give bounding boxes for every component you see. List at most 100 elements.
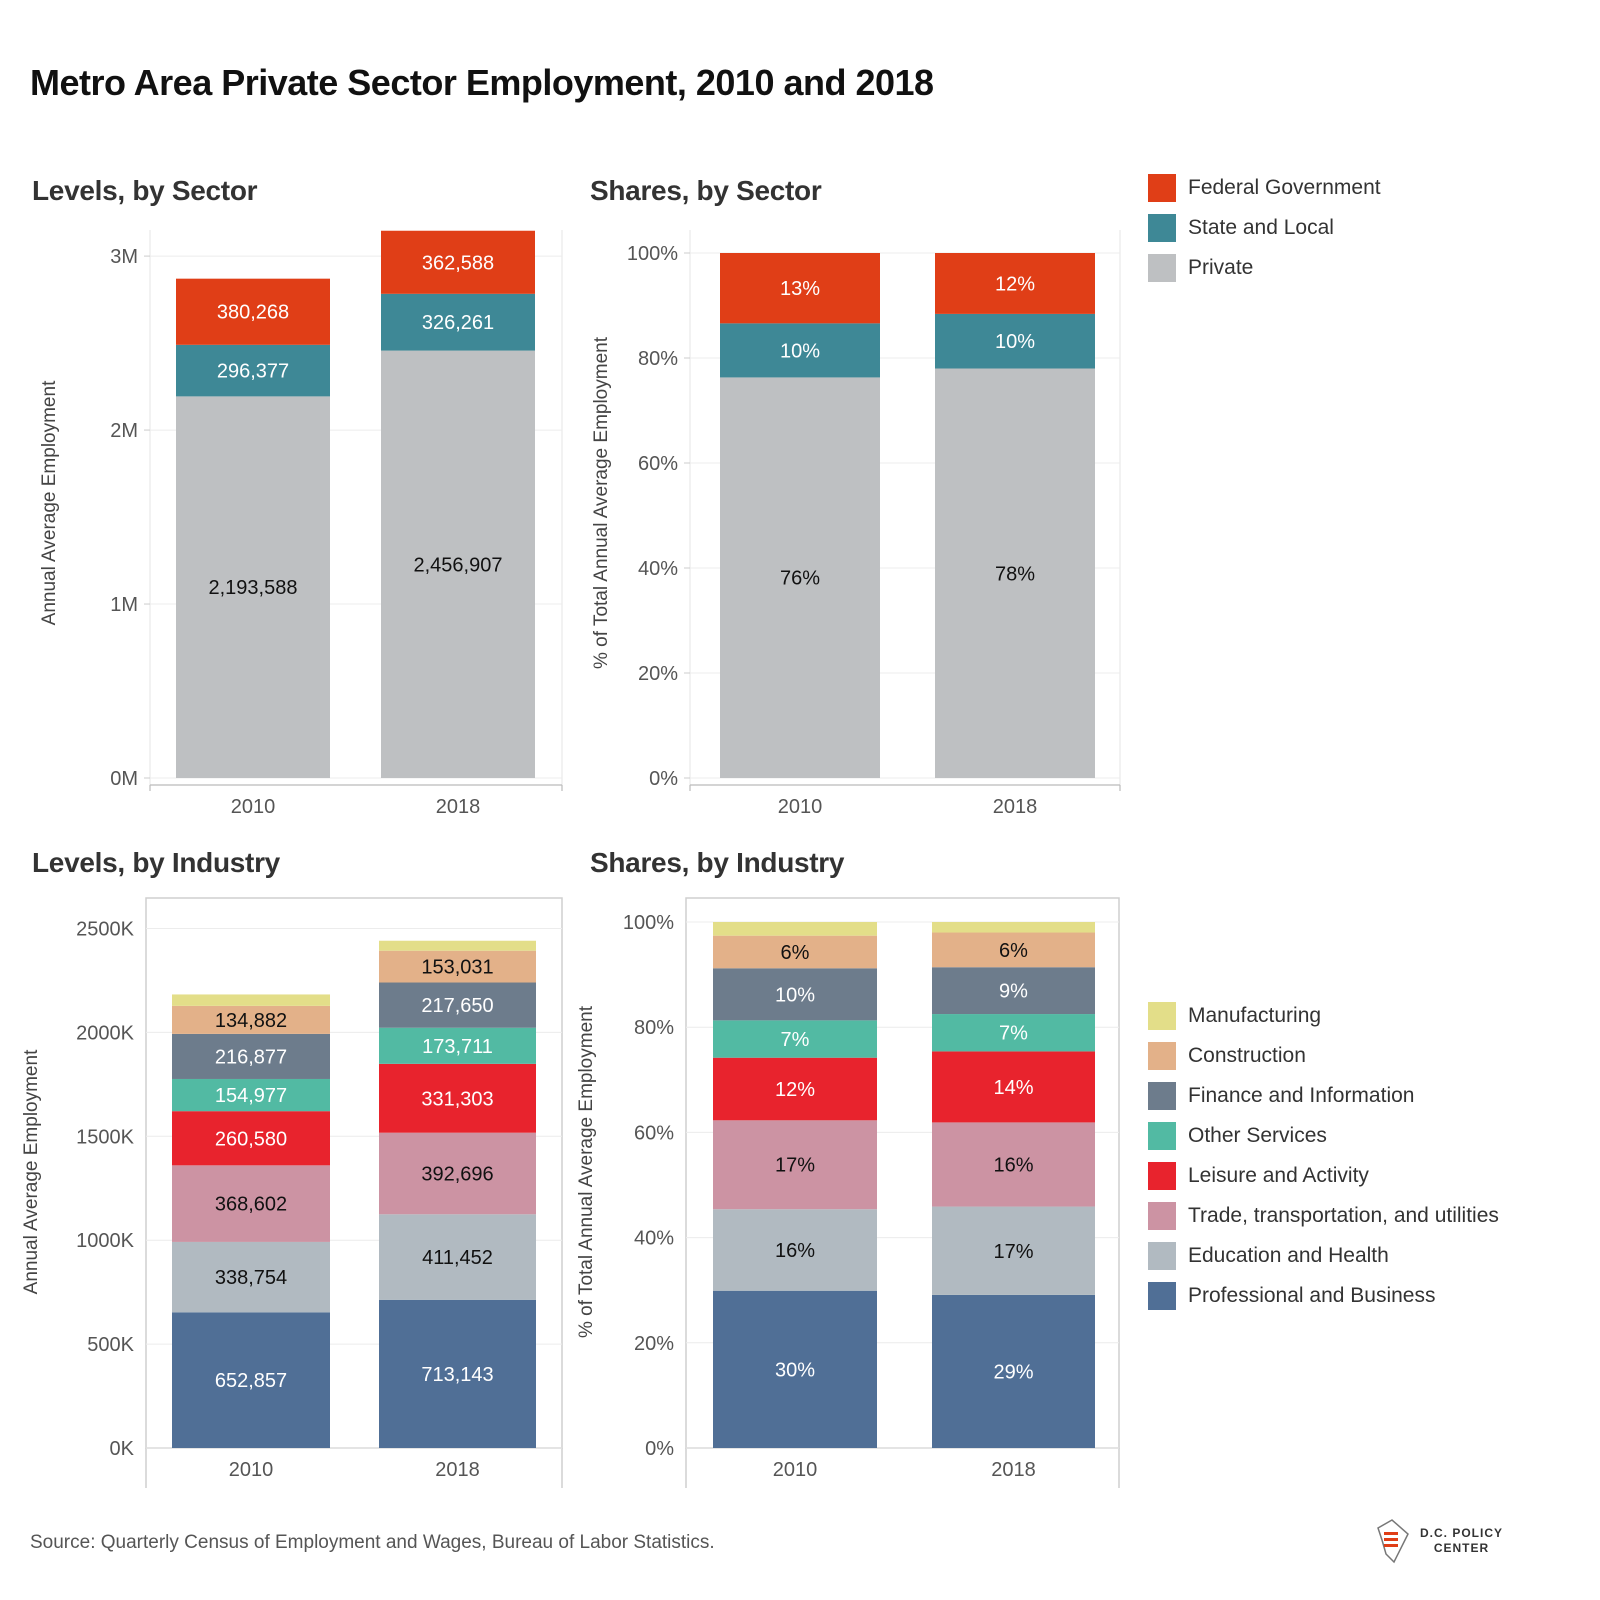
data-label: 652,857 bbox=[215, 1370, 287, 1392]
data-label: 338,754 bbox=[215, 1267, 287, 1289]
data-label: 7% bbox=[781, 1029, 810, 1051]
y-tick-label: 40% bbox=[638, 558, 678, 580]
y-tick-label: 60% bbox=[638, 453, 678, 475]
bar-segment-leisure-and-activity-2010 bbox=[713, 1057, 877, 1121]
legend-item: Education and Health bbox=[1148, 1236, 1499, 1276]
data-label: 6% bbox=[999, 940, 1028, 962]
legend-swatch bbox=[1148, 1002, 1176, 1030]
bar-segment-construction-2010 bbox=[172, 1005, 330, 1034]
bar-segment-finance-and-information-2018 bbox=[932, 967, 1095, 1015]
legend-swatch bbox=[1148, 1082, 1176, 1110]
legend-item: Finance and Information bbox=[1148, 1076, 1499, 1116]
y-tick-label: 80% bbox=[634, 1017, 674, 1039]
panel-title-levels-sector: Levels, by Sector bbox=[32, 175, 258, 206]
data-label: 411,452 bbox=[422, 1247, 493, 1269]
legend-label: Leisure and Activity bbox=[1188, 1164, 1369, 1187]
data-label: 296,377 bbox=[217, 361, 289, 383]
bar-segment-construction-2018 bbox=[932, 932, 1095, 968]
legend-label: Finance and Information bbox=[1188, 1084, 1415, 1107]
data-label: 392,696 bbox=[421, 1163, 493, 1185]
bar-segment-trade-transportation-and-utilities-2018 bbox=[932, 1122, 1095, 1207]
legend-item: Professional and Business bbox=[1148, 1276, 1499, 1316]
x-tick-label: 2010 bbox=[778, 796, 823, 818]
bar-segment-trade-transportation-and-utilities-2010 bbox=[172, 1165, 330, 1242]
legend-item: Manufacturing bbox=[1148, 996, 1499, 1036]
data-label: 362,588 bbox=[422, 252, 494, 274]
y-tick-label: 0% bbox=[649, 768, 678, 790]
data-label: 2,456,907 bbox=[414, 554, 503, 576]
data-label: 134,882 bbox=[215, 1010, 287, 1032]
x-tick-label: 2018 bbox=[991, 1459, 1036, 1481]
panel-title-levels-industry: Levels, by Industry bbox=[32, 847, 280, 878]
legend-swatch bbox=[1148, 1242, 1176, 1270]
y-tick-label: 60% bbox=[634, 1122, 674, 1144]
y-tick-label: 0M bbox=[110, 768, 138, 790]
bar-segment-federal-government-2010 bbox=[176, 278, 330, 345]
data-label: 368,602 bbox=[215, 1194, 287, 1216]
bar-segment-state-and-local-2010 bbox=[720, 323, 880, 378]
data-label: 13% bbox=[780, 278, 820, 300]
y-axis-title: % of Total Annual Average Employment bbox=[591, 336, 612, 669]
logo-line-2: CENTER bbox=[1433, 1541, 1490, 1555]
x-tick-label: 2010 bbox=[773, 1459, 818, 1481]
data-label: 12% bbox=[775, 1079, 815, 1101]
source-note: Source: Quarterly Census of Employment a… bbox=[30, 1532, 715, 1553]
legend-label: Other Services bbox=[1188, 1124, 1327, 1147]
bar-segment-finance-and-information-2018 bbox=[379, 982, 536, 1028]
legend-swatch bbox=[1148, 214, 1176, 242]
data-label: 17% bbox=[775, 1155, 815, 1177]
x-tick-label: 2018 bbox=[993, 796, 1038, 818]
bar-segment-private-2010 bbox=[176, 396, 330, 778]
y-tick-label: 80% bbox=[638, 348, 678, 370]
bar-segment-manufacturing-2018 bbox=[379, 940, 536, 951]
bar-segment-professional-and-business-2018 bbox=[932, 1294, 1095, 1448]
bar-segment-finance-and-information-2010 bbox=[172, 1033, 330, 1079]
y-tick-label: 40% bbox=[634, 1228, 674, 1250]
data-label: 7% bbox=[999, 1023, 1028, 1045]
legend-swatch bbox=[1148, 1162, 1176, 1190]
legend-swatch bbox=[1148, 254, 1176, 282]
legend-item: Federal Government bbox=[1148, 168, 1381, 208]
y-tick-label: 2000K bbox=[76, 1022, 134, 1044]
legend-sector: Federal Government State and Local Private bbox=[1148, 168, 1381, 288]
data-label: 2,193,588 bbox=[209, 577, 298, 599]
x-tick-label: 2018 bbox=[436, 796, 481, 818]
legend-swatch bbox=[1148, 1282, 1176, 1310]
legend-item: Trade, transportation, and utilities bbox=[1148, 1196, 1499, 1236]
bar-segment-education-and-health-2010 bbox=[713, 1209, 877, 1291]
legend-label: State and Local bbox=[1188, 216, 1334, 239]
bar-segment-trade-transportation-and-utilities-2010 bbox=[713, 1120, 877, 1210]
bar-segment-professional-and-business-2010 bbox=[172, 1312, 330, 1448]
bar-segment-private-2018 bbox=[935, 368, 1095, 778]
data-label: 216,877 bbox=[215, 1046, 287, 1068]
bar-segment-education-and-health-2018 bbox=[932, 1206, 1095, 1295]
legend-swatch bbox=[1148, 1202, 1176, 1230]
bar-segment-state-and-local-2018 bbox=[935, 313, 1095, 369]
bar-segment-trade-transportation-and-utilities-2018 bbox=[379, 1132, 536, 1215]
bar-segment-other-services-2010 bbox=[713, 1020, 877, 1058]
bar-segment-other-services-2018 bbox=[379, 1027, 536, 1064]
y-tick-label: 3M bbox=[110, 246, 138, 268]
y-tick-label: 20% bbox=[638, 663, 678, 685]
data-label: 713,143 bbox=[421, 1364, 493, 1386]
bar-segment-finance-and-information-2010 bbox=[713, 968, 877, 1021]
data-label: 154,977 bbox=[215, 1085, 287, 1107]
bar-segment-private-2010 bbox=[720, 377, 880, 778]
legend-item: State and Local bbox=[1148, 208, 1381, 248]
bar-segment-professional-and-business-2018 bbox=[379, 1299, 536, 1448]
y-tick-label: 1M bbox=[110, 594, 138, 616]
data-label: 380,268 bbox=[217, 302, 289, 324]
bar-segment-education-and-health-2010 bbox=[172, 1241, 330, 1313]
data-label: 76% bbox=[780, 568, 820, 590]
bar-segment-federal-government-2018 bbox=[935, 253, 1095, 314]
y-tick-label: 2M bbox=[110, 420, 138, 442]
panel-title-shares-industry: Shares, by Industry bbox=[590, 847, 845, 878]
bar-segment-manufacturing-2010 bbox=[713, 922, 877, 936]
dc-policy-center-logo: D.C. POLICY CENTER bbox=[1372, 1518, 1503, 1564]
data-label: 173,711 bbox=[422, 1036, 493, 1058]
x-tick-label: 2010 bbox=[231, 796, 276, 818]
legend-item: Other Services bbox=[1148, 1116, 1499, 1156]
bar-segment-federal-government-2010 bbox=[720, 253, 880, 324]
dc-map-icon bbox=[1377, 1519, 1409, 1564]
legend-label: Private bbox=[1188, 256, 1254, 279]
